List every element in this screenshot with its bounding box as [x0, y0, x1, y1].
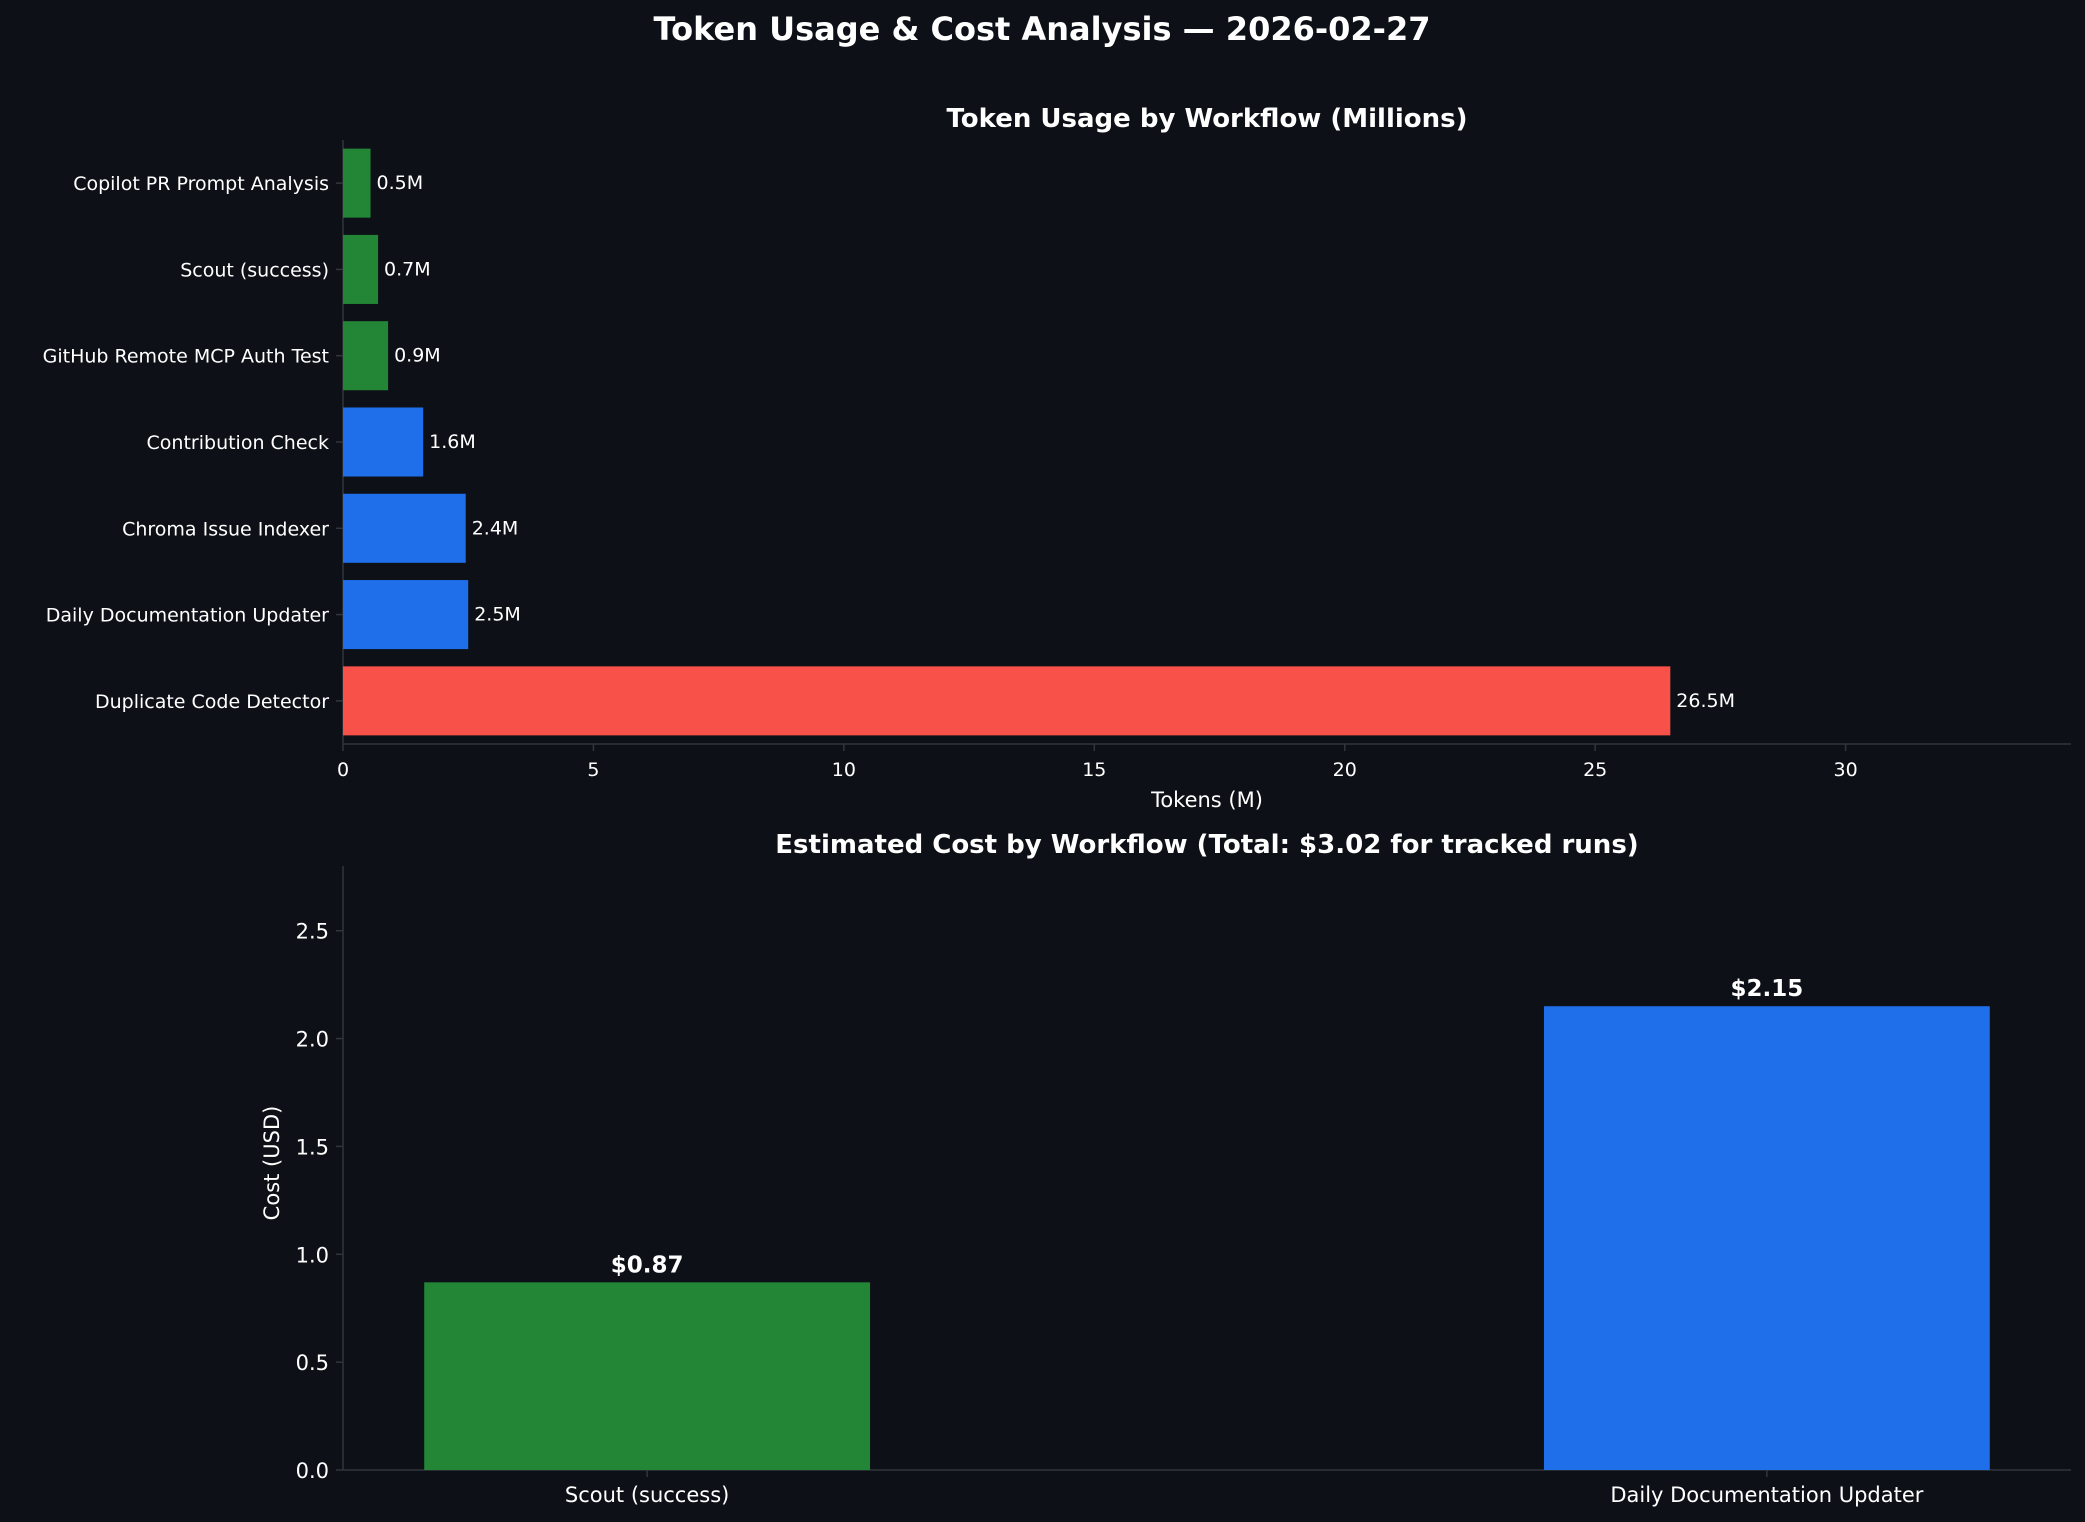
figure-title: Token Usage & Cost Analysis — 2026-02-27 [654, 10, 1431, 48]
token-chart-x-tick-label: 20 [1333, 759, 1357, 781]
token-chart-bars: 0.5M 0.7M 0.9M 1.6M 2.4M 2.5M 26.5M [343, 148, 1735, 736]
token-bar-value-label: 2.5M [474, 604, 521, 626]
cost-chart-y-tick-label: 1.5 [296, 1135, 329, 1159]
cost-chart-ylabel: Cost (USD) [260, 1106, 284, 1221]
token-bar [343, 148, 371, 218]
token-bar [343, 580, 469, 650]
token-chart-x-tick-label: 10 [832, 759, 856, 781]
cost-chart-bars: $0.87 $2.15 [424, 976, 1990, 1470]
token-chart-category-label: Copilot PR Prompt Analysis [73, 173, 329, 195]
cost-chart-y-tick-label: 2.0 [296, 1028, 329, 1052]
token-chart-category-label: Scout (success) [180, 259, 329, 281]
cost-chart-y-tick-label: 0.0 [296, 1459, 329, 1483]
token-chart-x-tick-label: 15 [1082, 759, 1106, 781]
token-chart-x-tick-label: 25 [1583, 759, 1607, 781]
token-bar-value-label: 26.5M [1676, 690, 1735, 712]
token-bar [343, 234, 379, 304]
cost-chart-y-tick-label: 2.5 [296, 920, 329, 944]
token-chart-title: Token Usage by Workflow (Millions) [946, 104, 1467, 134]
token-chart-axes: 0 5 10 15 20 25 30 Copilot PR Prompt Analysis Sc… [43, 140, 2071, 781]
token-chart-x-tick-label: 0 [337, 759, 349, 781]
cost-chart: Estimated Cost by Workflow (Total: $3.02… [260, 830, 2071, 1507]
cost-bar-value-label: $2.15 [1730, 976, 1803, 1002]
cost-bar [424, 1282, 871, 1470]
cost-chart-y-tick-label: 0.5 [296, 1351, 329, 1375]
token-bar-value-label: 0.9M [394, 345, 441, 367]
token-chart-category-label: GitHub Remote MCP Auth Test [43, 346, 329, 368]
token-usage-chart: Token Usage by Workflow (Millions) Token… [43, 104, 2071, 812]
cost-chart-category-label: Daily Documentation Updater [1610, 1483, 1923, 1507]
token-bar-value-label: 1.6M [429, 431, 476, 453]
token-chart-xlabel: Tokens (M) [1150, 788, 1263, 812]
token-bar [343, 407, 424, 477]
cost-bar-value-label: $0.87 [611, 1252, 684, 1278]
token-bar-value-label: 0.7M [384, 258, 431, 280]
token-bar-value-label: 2.4M [472, 517, 519, 539]
token-bar [343, 666, 1671, 736]
cost-bar [1543, 1006, 1990, 1470]
token-bar [343, 321, 389, 391]
token-chart-x-tick-label: 30 [1834, 759, 1858, 781]
token-bar [343, 493, 466, 563]
cost-chart-category-label: Scout (success) [565, 1483, 729, 1507]
cost-chart-y-tick-label: 1.0 [296, 1243, 329, 1267]
token-bar-value-label: 0.5M [377, 172, 424, 194]
token-chart-category-label: Chroma Issue Indexer [122, 518, 329, 540]
token-chart-x-tick-label: 5 [587, 759, 599, 781]
token-chart-category-label: Daily Documentation Updater [46, 605, 329, 627]
cost-chart-title: Estimated Cost by Workflow (Total: $3.02… [775, 830, 1638, 860]
token-chart-category-label: Duplicate Code Detector [95, 691, 329, 713]
token-chart-category-label: Contribution Check [147, 432, 329, 454]
